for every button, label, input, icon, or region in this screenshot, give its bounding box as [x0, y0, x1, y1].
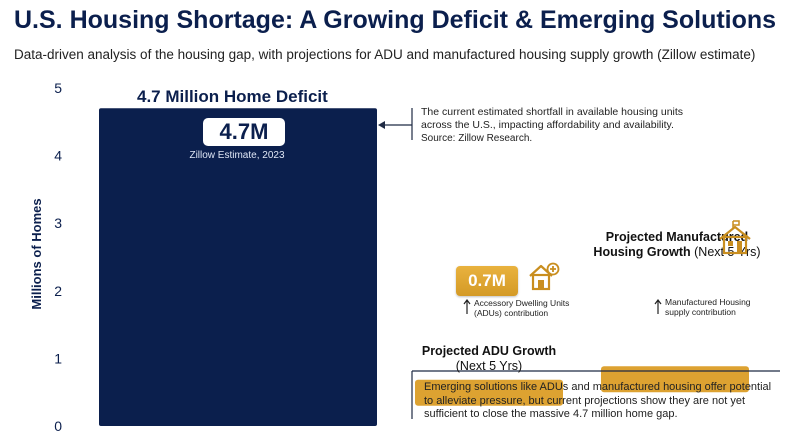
mh-note: Manufactured Housing supply contribution [665, 297, 751, 317]
arrow-up-icon [654, 298, 662, 319]
y-axis-label: Millions of Homes [29, 198, 44, 309]
chart-subtitle: Data-driven analysis of the housing gap,… [14, 47, 756, 62]
y-tick-label: 5 [54, 80, 62, 96]
y-tick-label: 2 [54, 283, 62, 299]
annotation-lines [378, 108, 780, 419]
bottom-note: Emerging solutions like ADUs and manufac… [424, 381, 772, 420]
y-tick-label: 3 [54, 215, 62, 231]
adu-bar [415, 379, 563, 406]
mh-bar-label: Projected Manufactured Housing Growth [593, 230, 749, 259]
adu-contribution-badge: 0.7M [456, 266, 518, 296]
mh-bar-value: 0.5M [656, 276, 694, 295]
mh-bar [601, 366, 749, 393]
deficit-note-text: The current estimated shortfall in avail… [421, 106, 684, 131]
y-tick-label: 1 [54, 350, 62, 366]
adu-bar-value: 0.3M [470, 321, 508, 340]
y-tick-label: 4 [54, 148, 62, 164]
y-axis: 0 1 2 3 4 5 [54, 80, 62, 434]
adu-note: Accessory Dwelling Units (ADUs) contribu… [474, 298, 570, 318]
mh-bar-title: Projected Manufactured Housing Growth (N… [592, 230, 762, 260]
deficit-note-source: Source: Zillow Research. [421, 133, 533, 144]
deficit-value-badge: 4.7M [203, 118, 285, 146]
adu-bar-label-suffix: (Next 5 Yrs) [455, 359, 523, 373]
deficit-source-label: Zillow Estimate, 2023 [189, 150, 285, 161]
deficit-note: The current estimated shortfall in avail… [421, 106, 701, 145]
deficit-bar [99, 108, 377, 426]
arrow-left-icon [378, 121, 385, 129]
arrow-up-icon [463, 298, 471, 319]
adu-bar-title: Projected ADU Growth (Next 5 Yrs) [408, 344, 570, 374]
house-icon [718, 219, 752, 260]
house-plus-icon [527, 262, 561, 297]
chart-title: U.S. Housing Shortage: A Growing Deficit… [14, 6, 777, 34]
adu-bar-label: Projected ADU Growth [421, 344, 557, 358]
bars [99, 108, 749, 426]
deficit-bar-heading: 4.7 Million Home Deficit [137, 87, 328, 106]
y-tick-label: 0 [54, 418, 62, 434]
